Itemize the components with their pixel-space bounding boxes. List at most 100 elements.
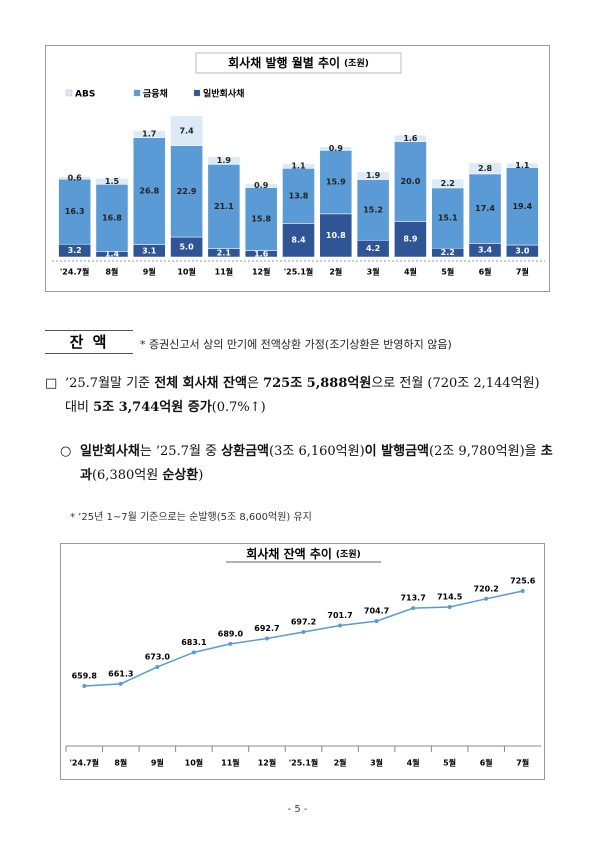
value-label: 1.1 — [291, 162, 306, 171]
bar-segment — [282, 163, 315, 169]
value-label: 3.4 — [478, 246, 493, 255]
bar-segment — [506, 162, 539, 168]
x-tick-label: 11월 — [215, 267, 234, 277]
bar-segment — [132, 137, 166, 245]
x-tick-label: '25.1월 — [289, 758, 319, 768]
x-tick-label: '24.7월 — [60, 267, 90, 277]
value-label: 20.0 — [401, 177, 421, 186]
x-tick-label: 4월 — [407, 758, 420, 768]
chart-title-text: 회사채 발행 월별 추이 — [228, 55, 340, 70]
value-label: 15.1 — [438, 214, 458, 223]
x-tick-label: 3월 — [370, 758, 383, 768]
value-label: 0.9 — [254, 181, 269, 190]
title-frame — [195, 52, 402, 74]
value-label: 0.6 — [68, 173, 83, 182]
paragraph: □ ’25.7월말 기준 전체 회사채 잔액은 725조 5,888억원으로 전월… — [45, 372, 555, 420]
legend-label: ABS — [75, 90, 95, 100]
point — [338, 623, 343, 628]
value-label: 1.1 — [515, 161, 530, 170]
value-label: 713.7 — [400, 594, 425, 603]
value-label: 1.4 — [105, 250, 120, 259]
bar-segment — [207, 164, 241, 249]
bullet-marker: □ — [45, 376, 58, 391]
x-tick-label: 11월 — [221, 758, 240, 768]
chart-title: 회사채 발행 월별 추이 (조원) — [228, 55, 369, 70]
value-label: 1.5 — [105, 177, 120, 186]
value-label: 13.8 — [289, 191, 309, 200]
value-label: 1.9 — [366, 171, 381, 180]
point — [264, 636, 269, 641]
text-run: (3조 6,160억원) — [269, 444, 365, 459]
value-label: 692.7 — [254, 624, 279, 633]
text-run: 상환금액 — [221, 444, 270, 459]
value-label: 16.8 — [102, 213, 122, 222]
text-run: 이 발행금액 — [364, 444, 429, 459]
text-run: ) — [198, 468, 204, 483]
point — [447, 605, 452, 610]
legend-label: 금융채 — [143, 88, 168, 100]
value-label: 1.6 — [254, 249, 269, 258]
text-run: 725조 5,888억원 — [263, 376, 372, 391]
section-title: 잔 액 — [45, 330, 133, 354]
value-label: 15.8 — [251, 215, 271, 224]
x-tick-label: 9월 — [151, 758, 164, 768]
text-run: (2조 9,780억원)을 — [429, 444, 541, 459]
x-tick-label: 8월 — [114, 758, 127, 768]
bar-segment — [431, 178, 465, 189]
text-run: 으로 전월 (720조 2,144억원) 대비 — [65, 376, 540, 415]
value-label: 2.8 — [478, 164, 493, 173]
point — [155, 664, 160, 669]
point — [301, 630, 306, 635]
value-label: 15.9 — [326, 178, 346, 187]
text-run: 5조 3,744억원 증가 — [93, 400, 212, 415]
value-label: 8.9 — [403, 235, 418, 244]
x-tick-label: 3월 — [367, 267, 380, 277]
bar-segment — [132, 130, 166, 138]
bar-segment — [319, 150, 353, 215]
bar-segment — [282, 223, 315, 258]
line — [84, 590, 523, 687]
value-label: 720.2 — [474, 584, 499, 593]
value-label: 659.8 — [72, 672, 98, 681]
bar-segment — [207, 156, 241, 165]
point — [228, 641, 233, 646]
legend-swatch — [65, 89, 73, 97]
legend-swatch — [133, 89, 141, 97]
bar-segment — [356, 171, 390, 180]
legend-swatch — [193, 89, 201, 97]
bar-segment — [244, 183, 278, 188]
value-label: 22.9 — [177, 187, 197, 196]
value-label: 3.2 — [68, 246, 82, 255]
point — [82, 684, 87, 688]
bar-segment — [468, 173, 502, 244]
bar-segment — [431, 187, 465, 249]
x-tick-label: 6월 — [480, 758, 493, 768]
chart-unit: (조원) — [344, 57, 369, 69]
balance-chart: 회사채 잔액 추이 (조원) '24.7월 8월 9월 10월 11월 12월 '25.1월 2월… — [60, 543, 545, 780]
value-label: 21.1 — [214, 202, 234, 211]
bar-segment — [468, 162, 502, 175]
x-tick-label: 7월 — [516, 758, 529, 768]
bar-segment — [58, 176, 91, 180]
x-tick-label: 10월 — [177, 267, 196, 277]
bar-segment — [282, 168, 315, 224]
point — [118, 681, 123, 686]
bar-segment — [394, 221, 427, 258]
value-label: 4.2 — [366, 244, 380, 253]
x-tick-label: '25.1월 — [284, 267, 314, 277]
x-tick-label: 6월 — [479, 267, 492, 277]
value-label: 17.4 — [475, 204, 495, 213]
chart-unit: (조원) — [336, 548, 361, 560]
value-label: 10.8 — [326, 231, 346, 240]
bar-segment — [394, 134, 427, 142]
text-run: 는 ’25.7월 중 — [139, 444, 222, 459]
x-tick-label: 2월 — [329, 267, 342, 277]
bar-segment — [95, 184, 129, 252]
value-label: 7.4 — [179, 126, 194, 135]
x-tick-label: 10월 — [185, 758, 204, 768]
bar-segment — [58, 178, 91, 245]
legend-label: 일반회사채 — [203, 88, 244, 100]
value-label: 16.3 — [65, 207, 85, 216]
footnote: * ’25년 1~7월 기준으로는 순발행(5조 8,600억원) 유지 — [70, 512, 312, 523]
